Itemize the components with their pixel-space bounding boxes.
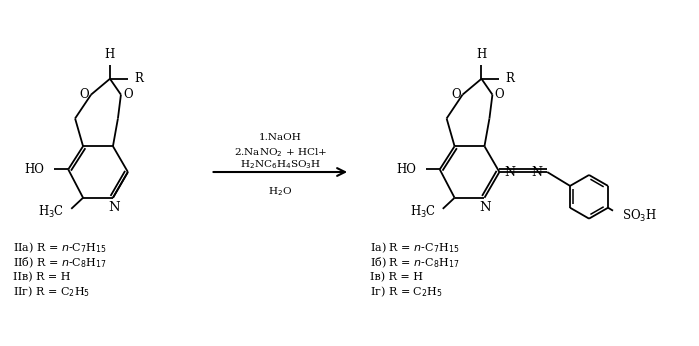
Text: N: N [480, 201, 491, 214]
Text: H$_2$NC$_6$H$_4$SO$_3$H: H$_2$NC$_6$H$_4$SO$_3$H [240, 159, 321, 172]
Text: O: O [451, 88, 461, 101]
Text: N: N [532, 166, 542, 180]
Text: IIa) R = $n$-C$_7$H$_{15}$: IIa) R = $n$-C$_7$H$_{15}$ [13, 240, 107, 255]
Text: H$_3$C: H$_3$C [410, 204, 435, 220]
Text: H: H [105, 48, 115, 61]
Text: R: R [505, 72, 514, 85]
Text: O: O [123, 88, 133, 101]
Text: R: R [134, 72, 143, 85]
Text: N: N [504, 166, 515, 180]
Text: O: O [494, 88, 504, 101]
Text: IIг) R = C$_2$H$_5$: IIг) R = C$_2$H$_5$ [13, 285, 91, 299]
Text: HO: HO [24, 163, 44, 176]
Text: Iб) R = $n$-C$_8$H$_{17}$: Iб) R = $n$-C$_8$H$_{17}$ [370, 255, 459, 270]
Text: Iв) R = H: Iв) R = H [370, 272, 423, 282]
Text: SO$_3$H: SO$_3$H [622, 208, 657, 224]
Text: O: O [80, 88, 89, 101]
Text: Iг) R = C$_2$H$_5$: Iг) R = C$_2$H$_5$ [370, 285, 442, 299]
Text: 1.NaOH: 1.NaOH [259, 133, 302, 142]
Text: N: N [108, 201, 120, 214]
Text: H$_3$C: H$_3$C [38, 204, 64, 220]
Text: Ia) R = $n$-C$_7$H$_{15}$: Ia) R = $n$-C$_7$H$_{15}$ [370, 240, 459, 255]
Text: HO: HO [396, 163, 416, 176]
Text: 2.NaNO$_2$ + HCl+: 2.NaNO$_2$ + HCl+ [233, 146, 326, 158]
Text: IIб) R = $n$-C$_8$H$_{17}$: IIб) R = $n$-C$_8$H$_{17}$ [13, 255, 107, 270]
Text: H: H [476, 48, 487, 61]
Text: IIв) R = H: IIв) R = H [13, 272, 71, 282]
Text: H$_2$O: H$_2$O [268, 185, 292, 198]
